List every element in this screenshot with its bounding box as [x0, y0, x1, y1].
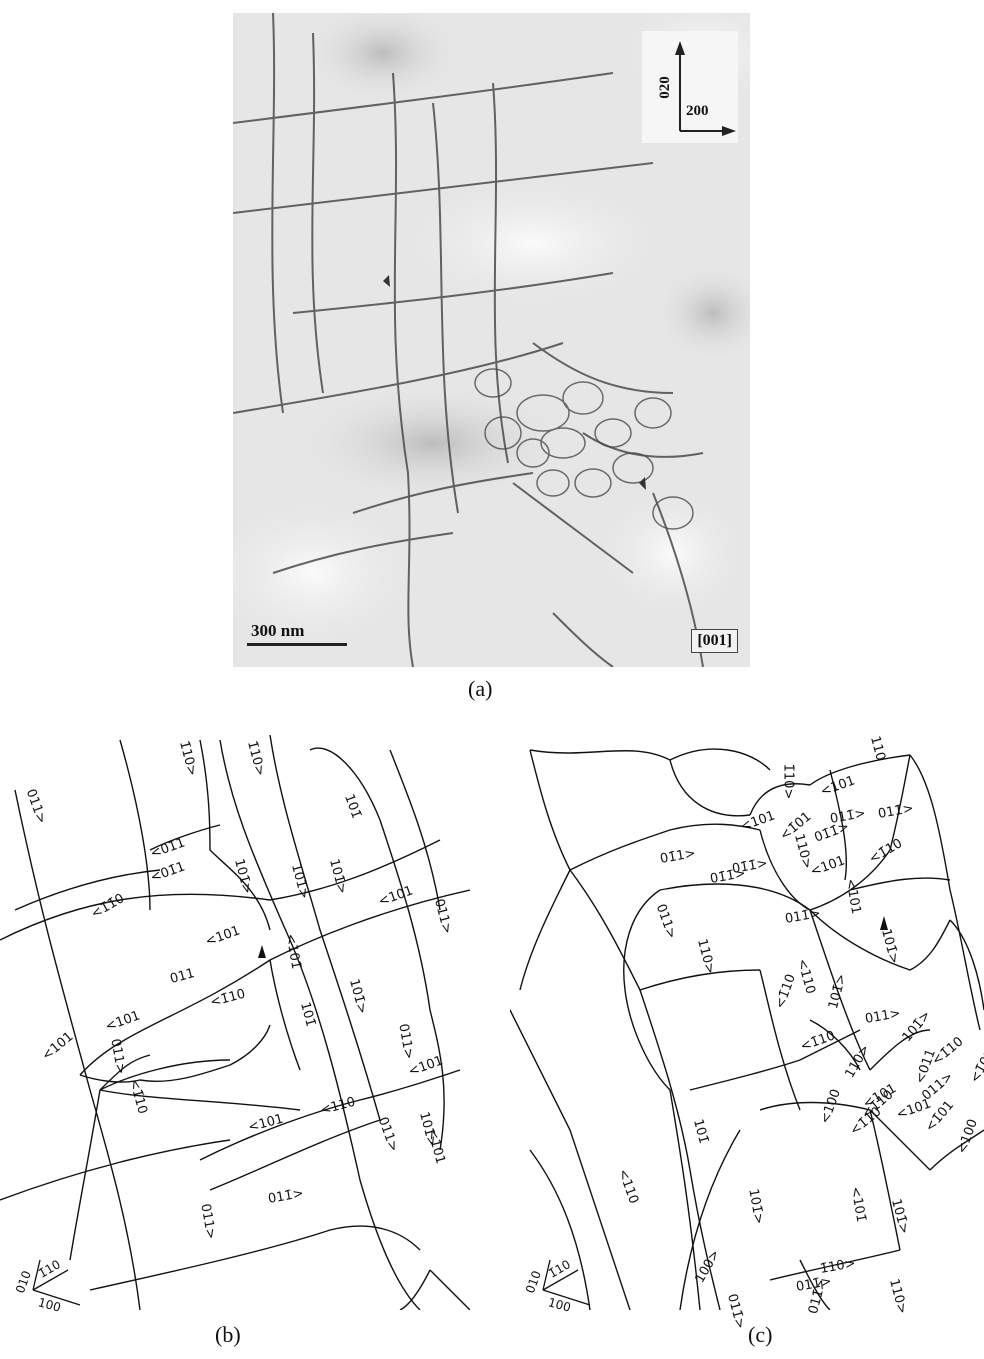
orientation-indicator: 020 200	[642, 31, 738, 143]
direction-020-label: 020	[656, 76, 673, 99]
boundary-c-label: 1̄10>	[780, 763, 796, 800]
orientation-arrows	[675, 41, 736, 136]
schematic-b: 010 1̄10 100 011> 1̄10> 1̄10> <01̄1 <01̄1 101…	[0, 730, 470, 1315]
scale-bar-label: 300 nm	[251, 621, 305, 640]
direction-200-label: 200	[686, 103, 709, 119]
scale-bar	[247, 643, 347, 646]
schematic-c-lines	[510, 748, 984, 1310]
caption-c: (c)	[748, 1322, 773, 1347]
schematic-c: 010 1̄10 100 110 <101 1̄10> 011̄> <101 01̄1̄>…	[510, 730, 984, 1331]
caption-b: (b)	[215, 1322, 241, 1347]
micrograph-image	[233, 13, 750, 667]
caption-a: (a)	[468, 676, 493, 701]
schematic-b-lines	[0, 734, 470, 1310]
tem-micrograph: 020 200 300 nm [001]	[233, 13, 750, 667]
zone-axis-label: [001]	[691, 629, 738, 653]
